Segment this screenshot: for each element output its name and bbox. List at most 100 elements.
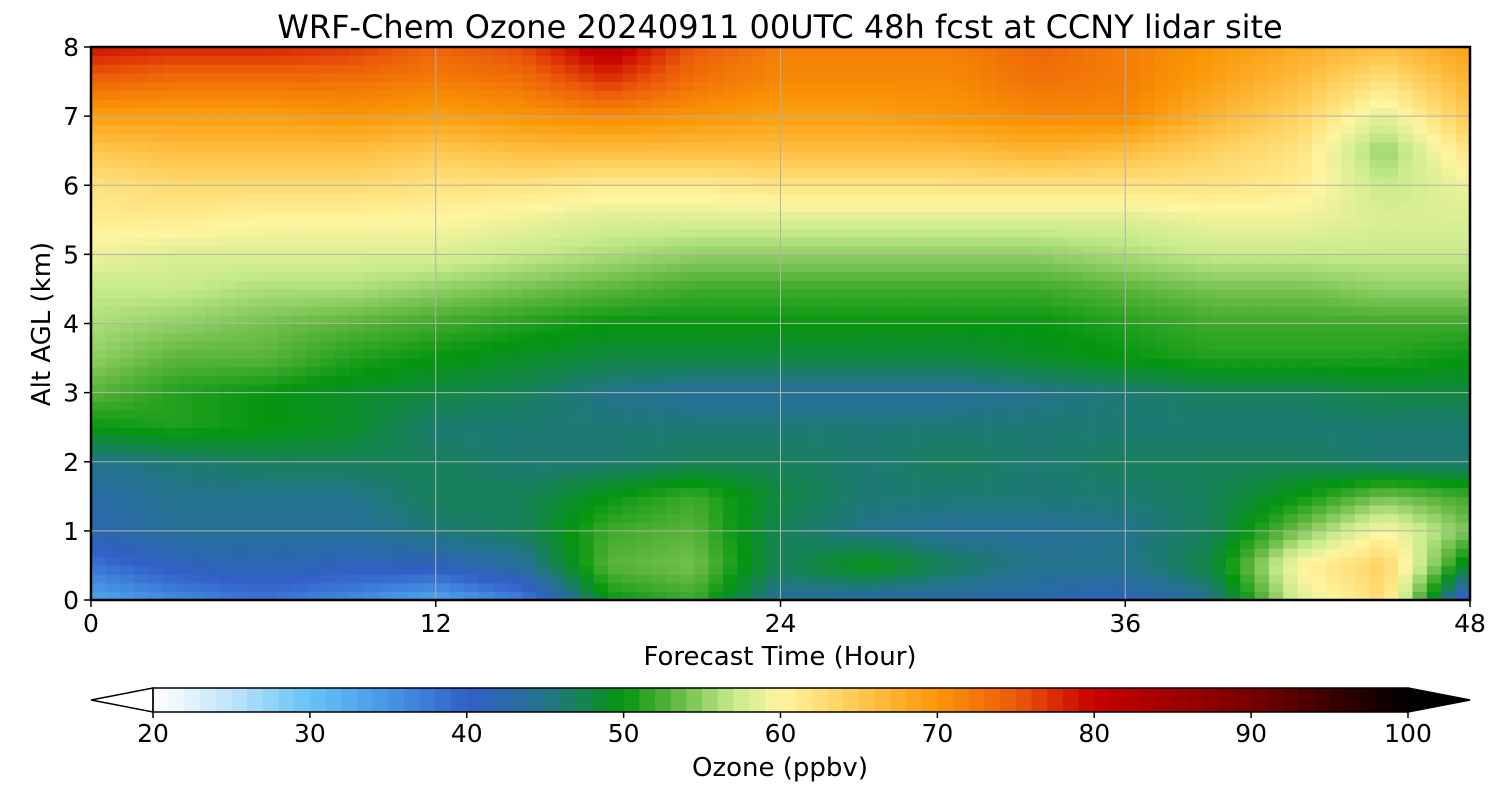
heatmap-cell <box>751 306 767 316</box>
heatmap-cell <box>1153 237 1169 247</box>
heatmap-cell <box>191 55 207 65</box>
heatmap-cell <box>306 375 322 385</box>
heatmap-cell <box>938 237 954 247</box>
heatmap-cell <box>1039 349 1055 359</box>
heatmap-cell <box>766 323 782 333</box>
heatmap-cell <box>1039 409 1055 420</box>
heatmap-cell <box>938 392 954 402</box>
heatmap-cell <box>909 297 925 307</box>
heatmap-cell <box>234 254 250 264</box>
heatmap-cell <box>349 496 365 506</box>
heatmap-cell <box>378 211 394 221</box>
heatmap-cell <box>464 332 480 342</box>
heatmap-cell <box>205 496 221 506</box>
heatmap-cell <box>823 530 839 541</box>
heatmap-cell <box>191 539 207 549</box>
heatmap-cell <box>450 98 466 109</box>
heatmap-cell <box>1024 548 1040 558</box>
heatmap-cell <box>536 133 552 143</box>
heatmap-cell <box>1182 306 1198 316</box>
heatmap-cell <box>852 366 868 376</box>
heatmap-cell <box>205 271 221 281</box>
heatmap-cell <box>665 167 681 178</box>
heatmap-cell <box>507 314 523 325</box>
heatmap-cell <box>1110 185 1126 195</box>
heatmap-cell <box>363 366 379 376</box>
heatmap-cell <box>421 591 437 600</box>
heatmap-cell <box>1182 496 1198 506</box>
heatmap-cell <box>651 323 667 333</box>
heatmap-cell <box>1197 427 1213 437</box>
heatmap-cell <box>665 556 681 567</box>
heatmap-cell <box>1053 280 1069 290</box>
heatmap-cell <box>234 582 250 592</box>
heatmap-cell <box>1096 237 1112 247</box>
heatmap-cell <box>622 574 638 584</box>
heatmap-cell <box>1182 383 1198 394</box>
heatmap-cell <box>751 237 767 247</box>
heatmap-cell <box>1125 435 1141 446</box>
heatmap-cell <box>392 470 408 480</box>
heatmap-cell <box>852 211 868 221</box>
heatmap-cell <box>881 107 897 117</box>
heatmap-cell <box>1168 487 1184 497</box>
heatmap-cell <box>1197 574 1213 584</box>
heatmap-cell <box>565 574 580 584</box>
heatmap-cell <box>737 280 753 290</box>
heatmap-cell <box>363 392 379 402</box>
heatmap-cell <box>378 349 394 359</box>
heatmap-cell <box>579 401 595 411</box>
heatmap-cell <box>205 323 221 333</box>
heatmap-cell <box>177 64 193 74</box>
heatmap-cell <box>909 72 925 83</box>
heatmap-cell <box>1024 72 1040 83</box>
heatmap-cell <box>608 254 624 264</box>
heatmap-cell <box>464 435 480 446</box>
heatmap-cell <box>306 314 322 325</box>
heatmap-cell <box>636 513 652 523</box>
heatmap-cell <box>507 150 523 160</box>
heatmap-cell <box>1197 358 1213 368</box>
heatmap-cell <box>852 47 868 57</box>
heatmap-cell <box>780 366 796 376</box>
heatmap-cell <box>550 202 566 212</box>
heatmap-cell <box>536 254 552 264</box>
heatmap-cell <box>464 427 480 437</box>
heatmap-cell <box>205 522 221 532</box>
heatmap-cell <box>162 574 178 584</box>
heatmap-cell <box>91 582 106 592</box>
heatmap-cell <box>205 366 221 376</box>
heatmap-cell <box>464 245 480 255</box>
heatmap-cell <box>1139 574 1155 584</box>
heatmap-cell <box>593 530 609 541</box>
heatmap-cell <box>378 193 394 204</box>
heatmap-cell <box>1096 150 1112 160</box>
heatmap-cell <box>1182 487 1198 497</box>
heatmap-cell <box>866 461 882 471</box>
heatmap-cell <box>119 479 135 489</box>
heatmap-cell <box>162 513 178 523</box>
heatmap-cell <box>780 185 796 195</box>
heatmap-cell <box>263 461 279 471</box>
heatmap-cell <box>263 90 279 100</box>
heatmap-cell <box>679 107 695 117</box>
heatmap-cell <box>306 539 322 549</box>
heatmap-cell <box>967 193 983 204</box>
heatmap-cell <box>91 314 106 325</box>
heatmap-cell <box>780 427 796 437</box>
heatmap-cell <box>909 556 925 567</box>
heatmap-cell <box>119 245 135 255</box>
heatmap-cell <box>737 444 753 454</box>
heatmap-cell <box>622 237 638 247</box>
heatmap-cell <box>435 81 451 91</box>
heatmap-cell <box>651 556 667 567</box>
heatmap-cell <box>234 193 250 204</box>
heatmap-cell <box>148 383 164 394</box>
heatmap-cell <box>162 418 178 428</box>
heatmap-cell <box>881 211 897 221</box>
heatmap-cell <box>636 288 652 299</box>
heatmap-cell <box>608 574 624 584</box>
heatmap-cell <box>809 444 825 454</box>
heatmap-cell <box>881 167 897 178</box>
heatmap-cell <box>823 245 839 255</box>
